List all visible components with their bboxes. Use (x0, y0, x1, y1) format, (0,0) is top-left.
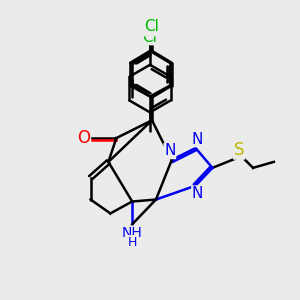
Text: N: N (164, 143, 176, 158)
Text: Cl: Cl (142, 21, 158, 36)
Text: N: N (192, 186, 203, 201)
Text: Cl: Cl (142, 30, 158, 45)
Text: Cl: Cl (145, 19, 159, 34)
Text: S: S (234, 141, 244, 159)
Text: O: O (77, 129, 90, 147)
Text: N: N (192, 132, 203, 147)
Text: H: H (128, 236, 137, 249)
Text: NH: NH (122, 226, 142, 240)
